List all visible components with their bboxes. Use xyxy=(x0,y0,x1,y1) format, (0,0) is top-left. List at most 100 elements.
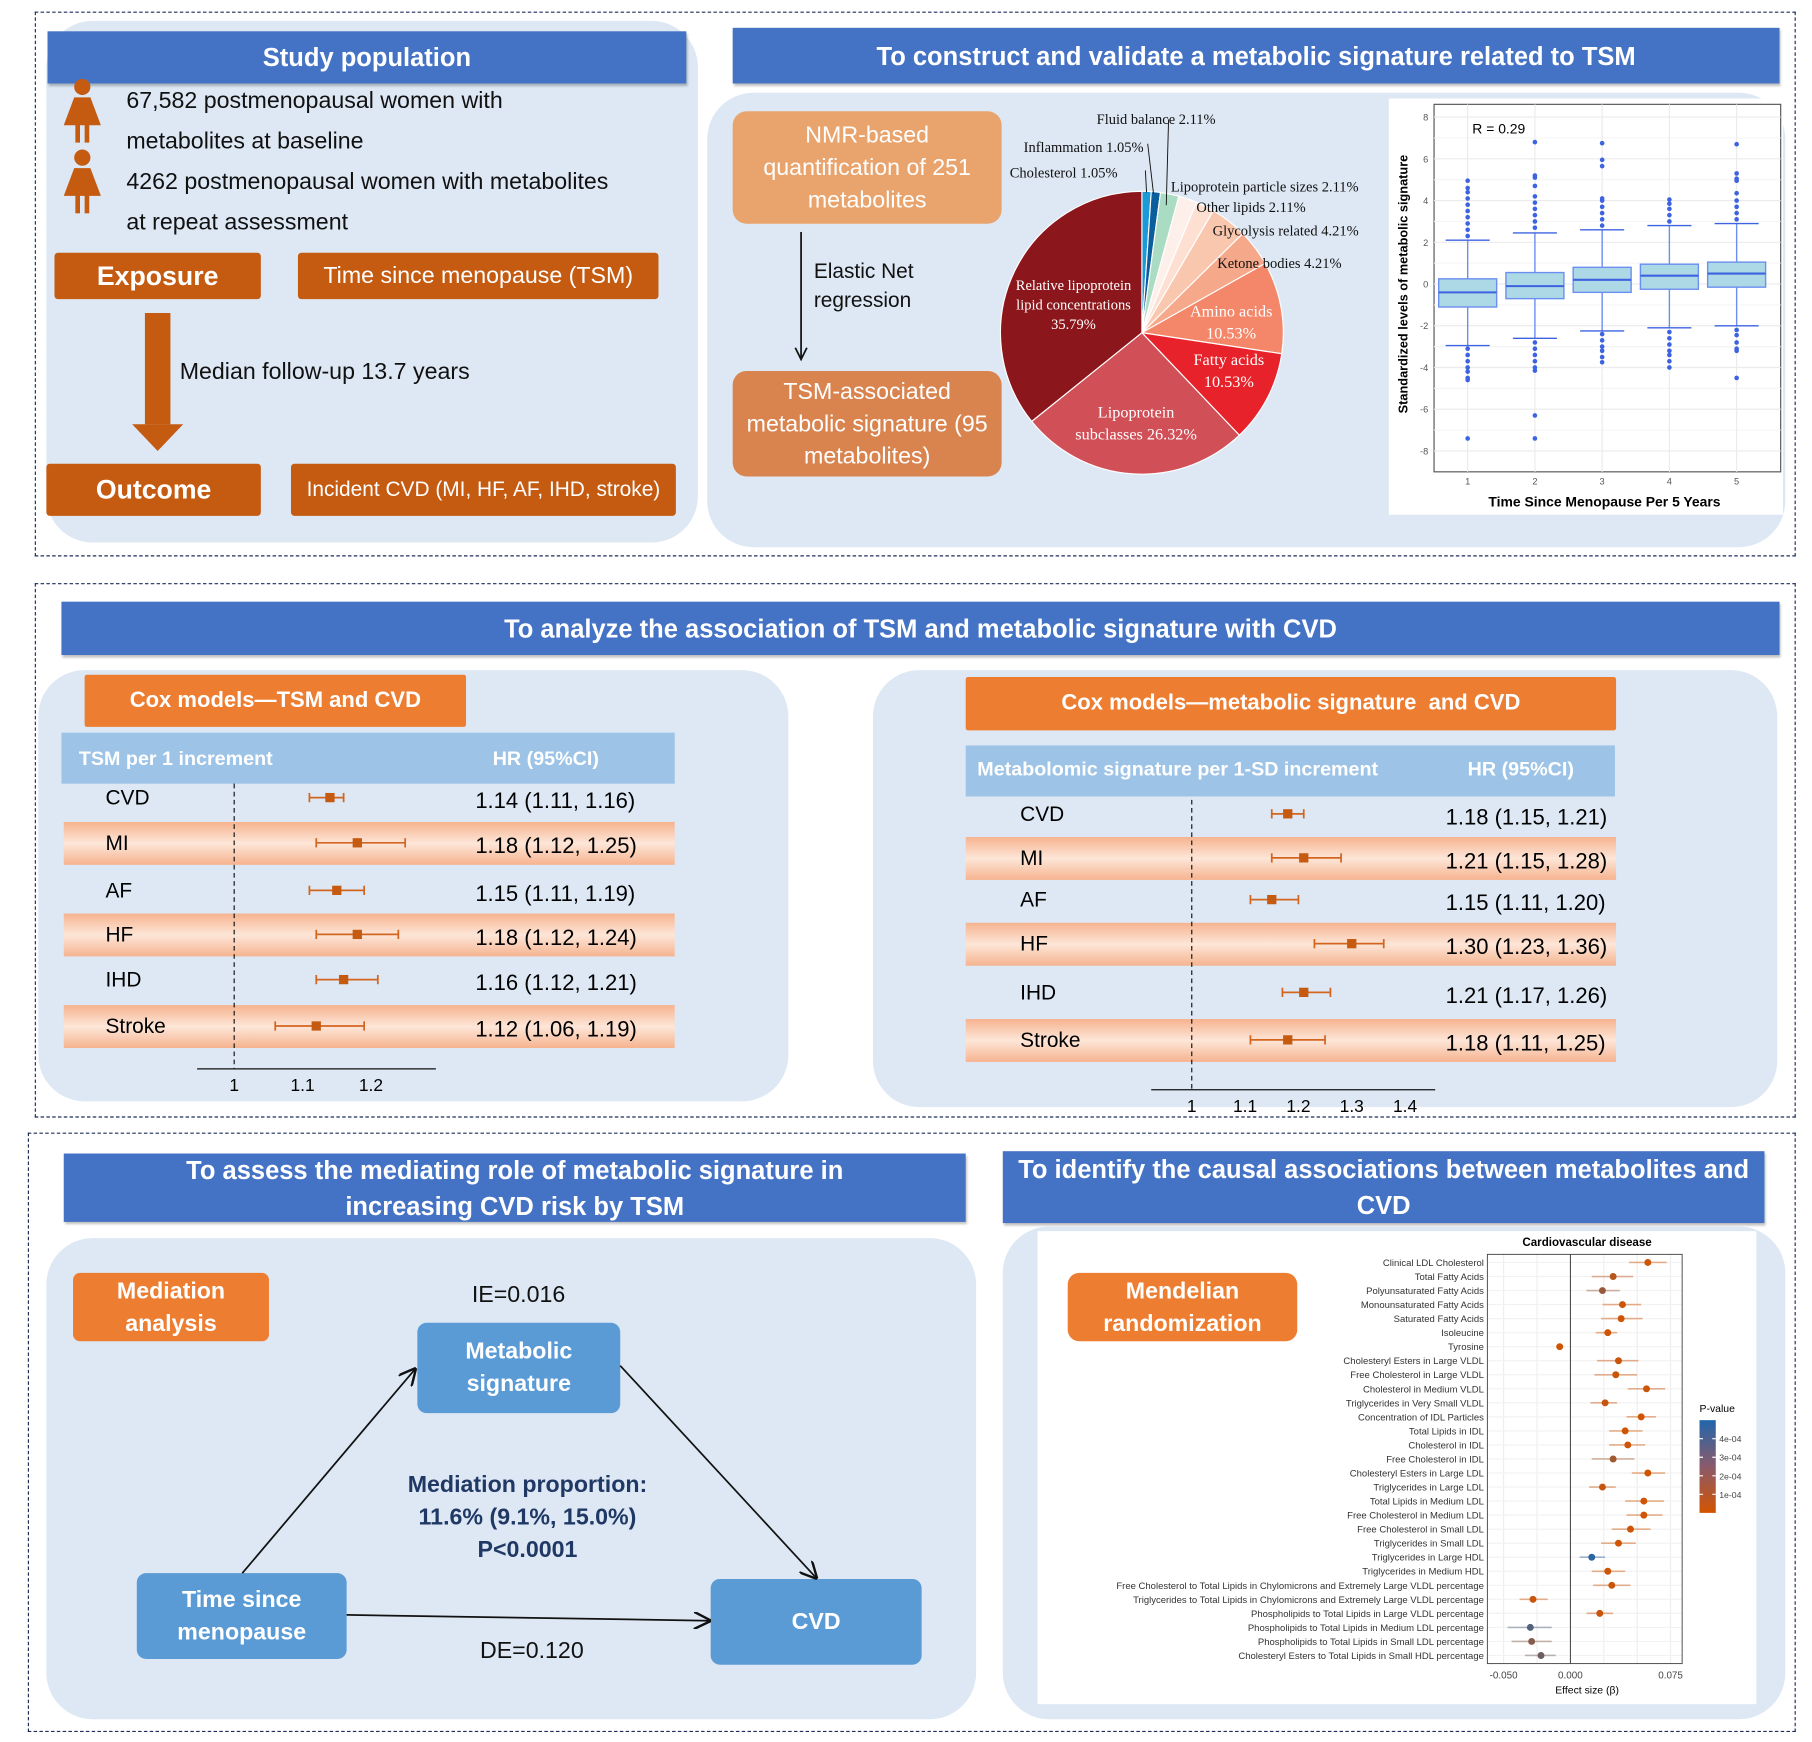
row-label: Cholesterol in IDL xyxy=(1408,1440,1484,1451)
row-label: Concentration of IDL Particles xyxy=(1358,1412,1484,1423)
pie-label: Other lipids 2.11% xyxy=(1196,200,1305,216)
row-label: Polyunsaturated Fatty Acids xyxy=(1366,1286,1484,1297)
section-border-top xyxy=(34,11,1796,557)
mediation-proportion-value: 11.6% (9.1%, 15.0%) xyxy=(418,1504,637,1531)
outlier-point xyxy=(1667,348,1672,354)
effect-point xyxy=(1556,1343,1564,1351)
pie-label: Amino acids xyxy=(1190,302,1272,320)
outlier-point xyxy=(1532,340,1538,345)
outlier-point xyxy=(1599,338,1605,343)
outlier-point xyxy=(1465,352,1470,358)
legend-tick-label: 2e-04 xyxy=(1719,1471,1741,1481)
effect-point xyxy=(1627,1525,1634,1533)
outlier-point xyxy=(1465,377,1470,383)
outlier-point xyxy=(1734,204,1739,210)
pie-slice xyxy=(999,190,1143,423)
outlier-point xyxy=(1734,340,1739,345)
pie-chart: Cholesterol 1.05% Inflammation 1.05% Fluid… xyxy=(999,112,1359,475)
outcome-label: Outcome xyxy=(46,463,261,516)
effect-point xyxy=(1604,1567,1612,1575)
x-tick-label: 1.3 xyxy=(1340,1096,1364,1116)
effect-point xyxy=(1609,1273,1617,1280)
row-label: Cholesterol in Medium VLDL xyxy=(1363,1384,1484,1395)
hr-text: 1.18 (1.11, 1.25) xyxy=(1446,1030,1606,1055)
row-label: Triglycerides in Large LDL xyxy=(1373,1483,1484,1494)
repeat-count-text: 4262 postmenopausal women with metabolit… xyxy=(126,169,609,195)
signature-title: To construct and validate a metabolic si… xyxy=(732,27,1780,84)
pie-label: 10.53% xyxy=(1204,373,1254,391)
x-tick-label: 1.4 xyxy=(1393,1096,1417,1116)
outlier-point xyxy=(1532,173,1538,178)
x-tick-label: 1.2 xyxy=(359,1075,383,1095)
y-tick-label: -4 xyxy=(1420,363,1428,373)
outcome-value: Incident CVD (MI, HF, AF, IHD, stroke) xyxy=(290,463,676,516)
effect-point xyxy=(1529,1595,1537,1603)
outlier-point xyxy=(1465,202,1470,208)
forest-svg: 1 1.1 1.2 1.3 1.4 CVD 1.18 (1.15, 1.21) MI 1.21 … xyxy=(1020,799,1608,1116)
metabolic-signature-node: Metabolic signature xyxy=(417,1322,621,1414)
outlier-point xyxy=(1734,332,1739,338)
effect-point xyxy=(1614,1357,1622,1365)
outlier-point xyxy=(1599,354,1605,360)
outlier-point xyxy=(1532,225,1538,231)
outlier-point xyxy=(1532,212,1538,218)
signature-result-box: TSM-associated metabolic signature (95 m… xyxy=(732,370,1002,477)
row-label: Total Lipids in Medium LDL xyxy=(1370,1497,1484,1508)
y-tick-label: -6 xyxy=(1420,405,1428,415)
outlier-point xyxy=(1734,375,1739,381)
legend-tick-label: 1e-04 xyxy=(1719,1490,1741,1500)
x-tick-label: 4 xyxy=(1667,477,1672,487)
x-tick-label: 1.1 xyxy=(1233,1096,1257,1116)
row-label: Total Fatty Acids xyxy=(1415,1272,1484,1283)
mr-forest-chart: Clinical LDL Cholesterol Total Fatty Acid… xyxy=(1116,1237,1741,1696)
outlier-point xyxy=(1532,413,1538,418)
arrow-time-to-signature xyxy=(241,1369,415,1574)
effect-point xyxy=(1621,1427,1629,1435)
repeat-count-text-2: at repeat assessment xyxy=(126,209,349,236)
hr-text: 1.30 (1.23, 1.36) xyxy=(1446,934,1608,959)
hr-point xyxy=(1267,894,1277,905)
row-label: Isoleucine xyxy=(1441,1328,1484,1339)
followup-text: Median follow-up 13.7 years xyxy=(179,359,470,385)
cox-signature-label: Cox models—metabolic signature and CVD xyxy=(965,677,1617,731)
mediation-proportion: Mediation proportion: 11.6% (9.1%, 15.0%… xyxy=(348,1469,707,1566)
row-label: IHD xyxy=(105,969,141,992)
hr-text: 1.18 (1.12, 1.24) xyxy=(475,925,637,950)
outlier-point xyxy=(1734,198,1739,203)
effect-point xyxy=(1588,1553,1596,1561)
outlier-point xyxy=(1532,139,1538,145)
legend-tick-label: 3e-04 xyxy=(1719,1453,1741,1463)
x-tick-label: 3 xyxy=(1600,477,1605,487)
outlier-point xyxy=(1599,140,1605,146)
row-label: CVD xyxy=(105,787,149,810)
indirect-effect-text: IE=0.016 xyxy=(471,1282,566,1308)
annotation: R = 0.29 xyxy=(1472,120,1525,136)
outlier-point xyxy=(1734,210,1739,216)
outlier-point xyxy=(1465,233,1470,239)
row-label: IHD xyxy=(1020,981,1056,1004)
outlier-point xyxy=(1532,206,1538,212)
effect-point xyxy=(1644,1469,1652,1477)
row-label: Phospholipids to Total Lipids in Small L… xyxy=(1258,1637,1484,1648)
outlier-point xyxy=(1667,206,1672,212)
legend-tick-label: 4e-04 xyxy=(1719,1434,1741,1444)
header-right: HR (95%CI) xyxy=(1467,758,1574,781)
outlier-point xyxy=(1734,348,1739,354)
chart-title: Cardiovascular disease xyxy=(1522,1237,1652,1249)
row-label: Cholesteryl Esters in Large VLDL xyxy=(1343,1356,1483,1367)
outlier-point xyxy=(1465,214,1470,220)
arrow-signature-to-cvd xyxy=(619,1365,816,1578)
pie-label: Ketone bodies 4.21% xyxy=(1217,256,1341,272)
outlier-point xyxy=(1734,141,1739,147)
row-shade xyxy=(63,1005,675,1049)
outlier-point xyxy=(1532,358,1538,364)
outlier-point xyxy=(1599,359,1605,365)
leader-line xyxy=(1165,119,1170,206)
effect-point xyxy=(1612,1371,1620,1379)
outlier-point xyxy=(1599,217,1605,222)
x-tick-label: 1 xyxy=(229,1075,239,1095)
y-tick-label: -2 xyxy=(1420,321,1428,331)
mediation-label: Mediation analysis xyxy=(73,1272,269,1342)
x-tick-label: 5 xyxy=(1734,477,1739,487)
outlier-point xyxy=(1667,329,1672,335)
